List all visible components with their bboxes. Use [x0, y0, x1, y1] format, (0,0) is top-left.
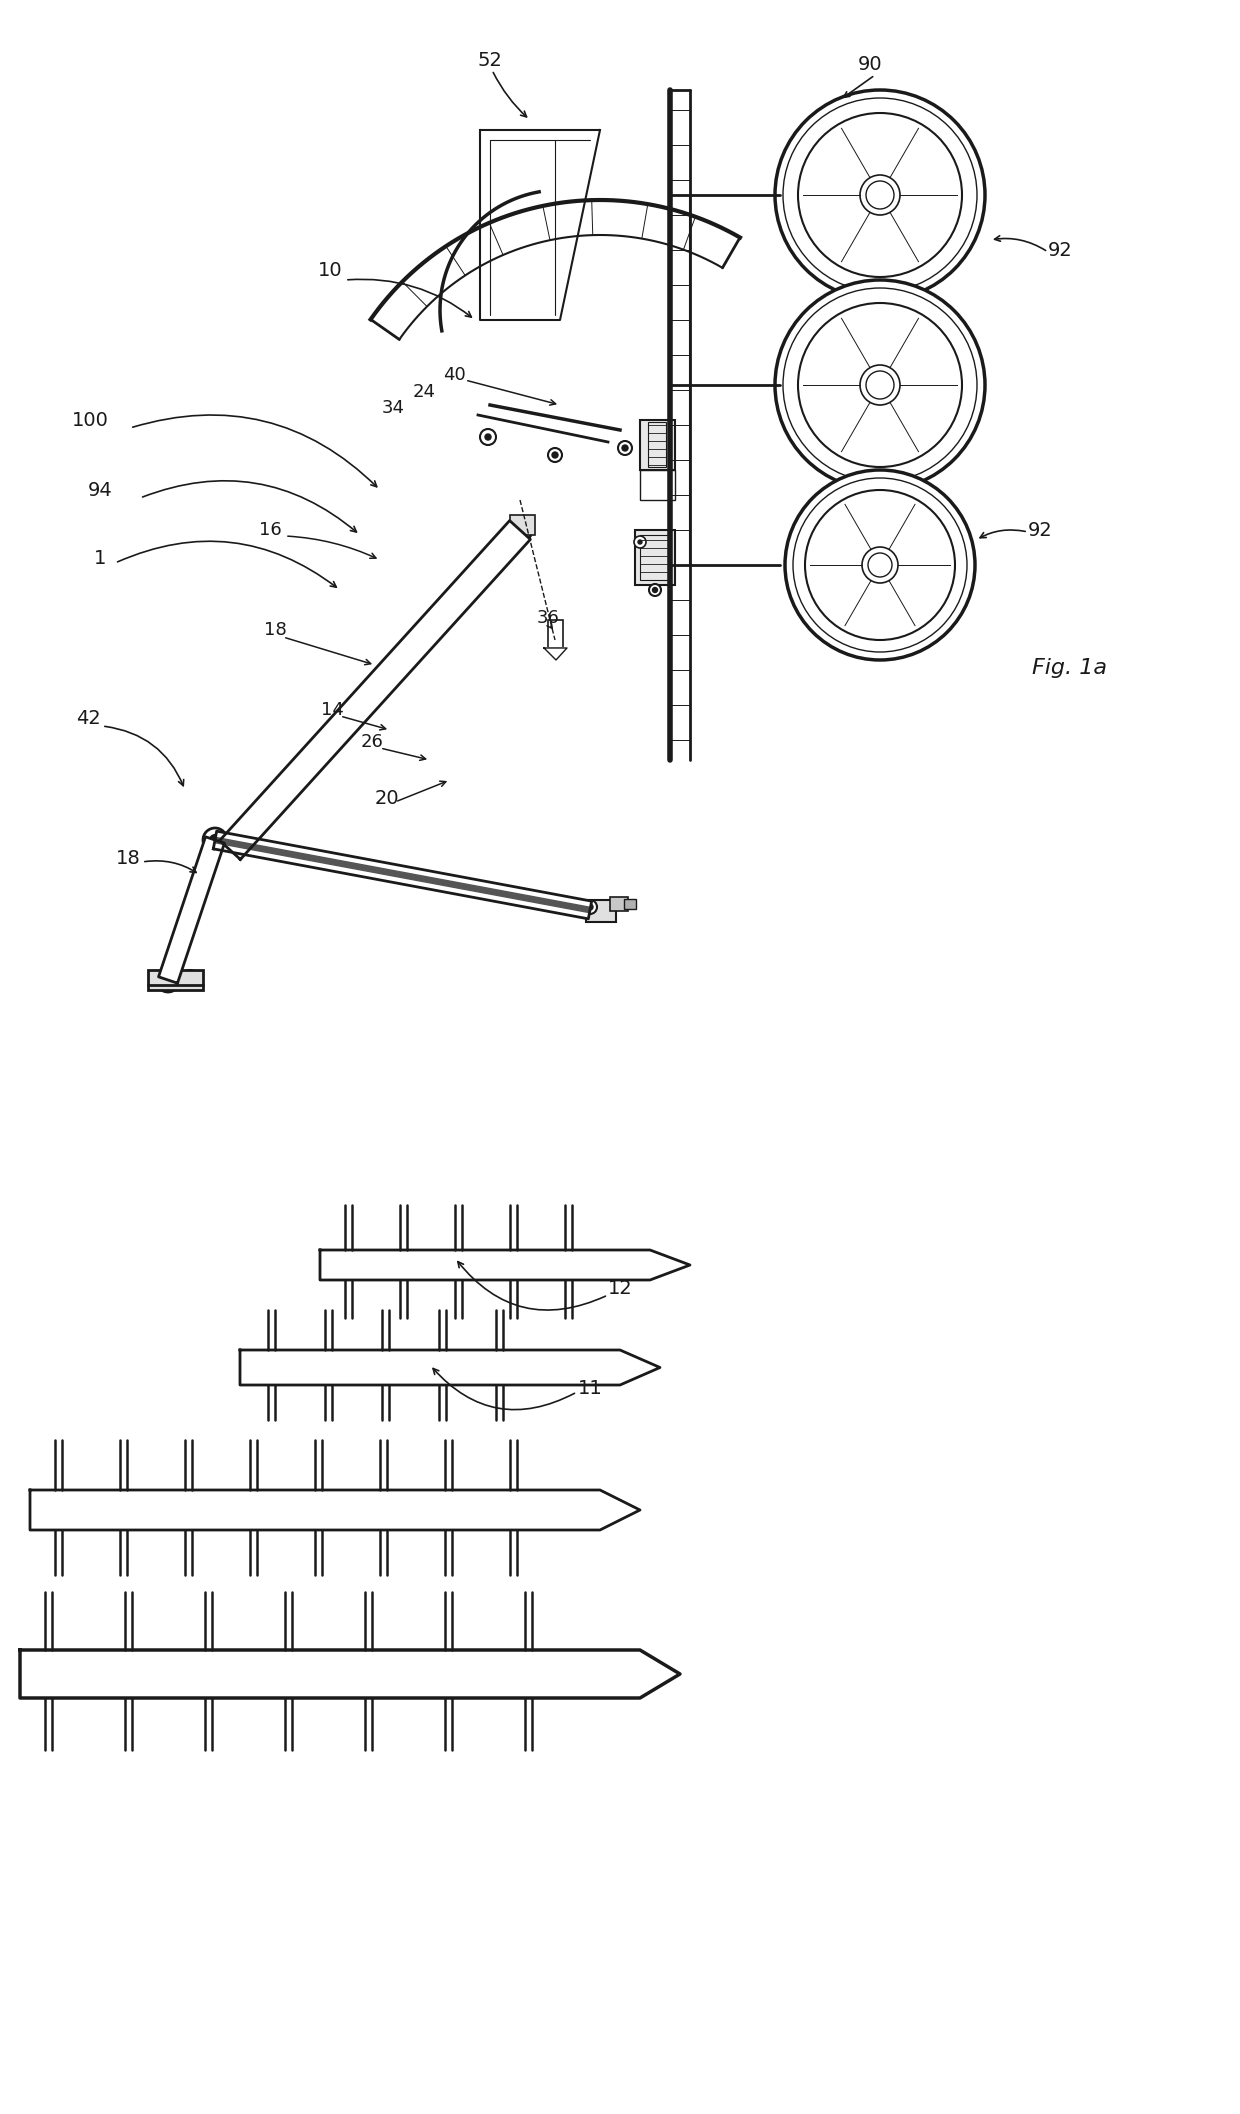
- Text: 18: 18: [115, 848, 140, 867]
- Circle shape: [785, 469, 975, 660]
- Bar: [640, 469, 675, 501]
- Circle shape: [861, 175, 900, 216]
- Bar: [635, 531, 675, 586]
- Circle shape: [622, 446, 627, 450]
- Circle shape: [508, 518, 532, 541]
- Circle shape: [861, 366, 900, 406]
- Circle shape: [587, 905, 593, 909]
- Bar: [640, 421, 675, 469]
- Circle shape: [485, 433, 491, 440]
- Bar: [624, 898, 636, 909]
- Circle shape: [634, 537, 646, 548]
- Circle shape: [515, 524, 525, 535]
- Polygon shape: [219, 520, 531, 860]
- Circle shape: [639, 539, 642, 543]
- Bar: [640, 535, 670, 579]
- Circle shape: [210, 835, 219, 846]
- Text: 40: 40: [443, 366, 465, 385]
- Circle shape: [652, 588, 657, 592]
- Bar: [649, 423, 666, 467]
- Bar: [548, 619, 563, 649]
- Text: 14: 14: [321, 702, 343, 719]
- Polygon shape: [320, 1249, 689, 1279]
- Text: 42: 42: [76, 708, 100, 727]
- Polygon shape: [544, 649, 567, 660]
- Text: Fig. 1a: Fig. 1a: [1033, 657, 1107, 679]
- Text: 92: 92: [1048, 241, 1073, 260]
- Polygon shape: [30, 1490, 640, 1531]
- Text: 94: 94: [88, 480, 113, 499]
- Text: 24: 24: [413, 383, 435, 402]
- Circle shape: [775, 279, 985, 490]
- Polygon shape: [213, 831, 591, 920]
- Polygon shape: [215, 837, 590, 913]
- Text: 10: 10: [317, 260, 342, 279]
- Circle shape: [203, 829, 227, 852]
- Circle shape: [583, 901, 596, 913]
- Text: 16: 16: [259, 520, 281, 539]
- Circle shape: [480, 429, 496, 446]
- Circle shape: [156, 968, 180, 991]
- Text: 100: 100: [72, 410, 108, 429]
- Circle shape: [162, 975, 174, 985]
- Circle shape: [618, 442, 632, 455]
- Text: 34: 34: [382, 400, 404, 416]
- Bar: [148, 970, 203, 989]
- Text: 20: 20: [374, 789, 399, 808]
- Text: 36: 36: [537, 609, 559, 628]
- Text: 18: 18: [264, 622, 286, 638]
- Circle shape: [552, 452, 558, 459]
- Bar: [510, 516, 534, 535]
- Text: 26: 26: [361, 734, 383, 750]
- Circle shape: [775, 91, 985, 300]
- Text: 11: 11: [578, 1378, 603, 1397]
- Circle shape: [548, 448, 562, 463]
- Bar: [587, 901, 616, 922]
- Text: 12: 12: [608, 1279, 632, 1298]
- Circle shape: [862, 548, 898, 583]
- Bar: [610, 896, 627, 911]
- Circle shape: [649, 583, 661, 596]
- Polygon shape: [241, 1351, 660, 1385]
- Text: 1: 1: [94, 548, 107, 567]
- Text: 92: 92: [1028, 520, 1053, 539]
- Circle shape: [180, 970, 200, 989]
- Text: 90: 90: [858, 55, 883, 74]
- Text: 52: 52: [477, 51, 502, 70]
- Polygon shape: [20, 1651, 680, 1698]
- Polygon shape: [159, 837, 224, 983]
